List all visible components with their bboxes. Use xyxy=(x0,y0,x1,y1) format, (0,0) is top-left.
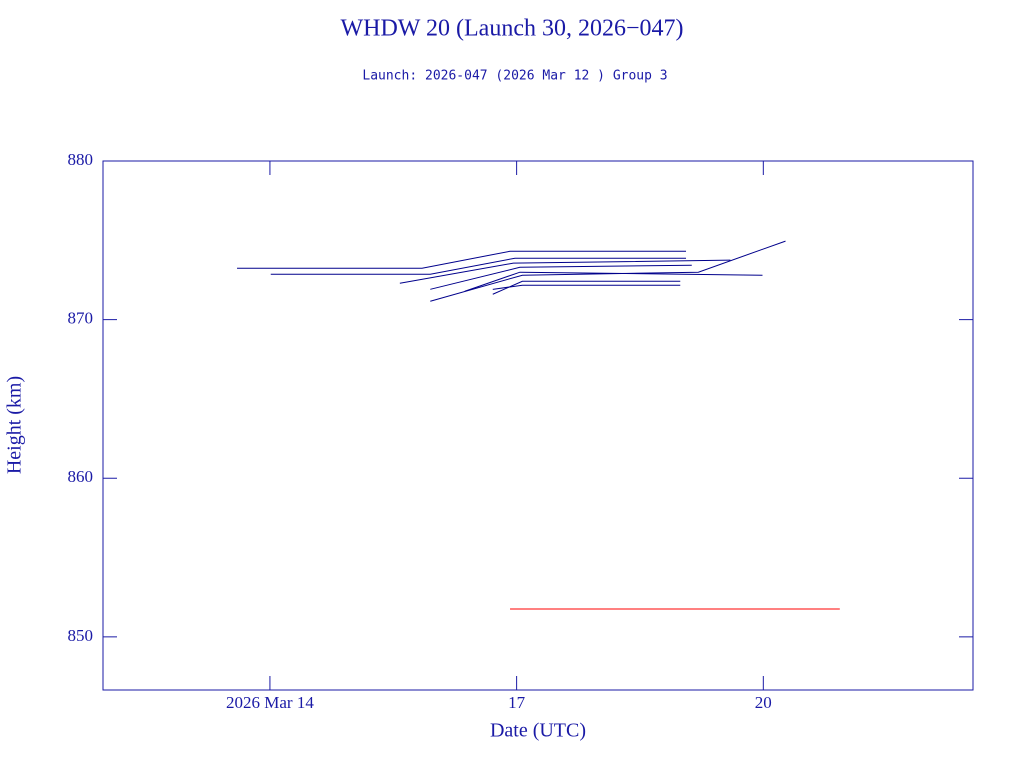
chart-title: WHDW 20 (Launch 30, 2026−047) xyxy=(340,16,683,42)
chart-subtitle: Launch: 2026-047 (2026 Mar 12 ) Group 3 xyxy=(362,69,667,84)
x-axis-label: Date (UTC) xyxy=(490,720,586,742)
plot-frame xyxy=(102,160,974,691)
data-line xyxy=(464,271,763,292)
y-tick-label: 870 xyxy=(68,309,94,328)
data-line xyxy=(430,240,786,302)
data-line xyxy=(492,284,681,290)
y-tick-label: 860 xyxy=(68,467,94,486)
x-tick-label: 2026 Mar 14 xyxy=(226,693,314,712)
y-axis-label: Height (km) xyxy=(4,376,26,474)
x-tick-label: 20 xyxy=(755,693,772,712)
data-line xyxy=(492,280,681,295)
y-tick-label: 880 xyxy=(68,150,94,169)
data-line xyxy=(270,257,687,275)
data-line xyxy=(430,264,692,290)
y-tick-label: 850 xyxy=(68,626,94,645)
data-line xyxy=(237,250,687,269)
x-tick-label: 17 xyxy=(508,693,526,712)
data-line xyxy=(399,259,731,284)
